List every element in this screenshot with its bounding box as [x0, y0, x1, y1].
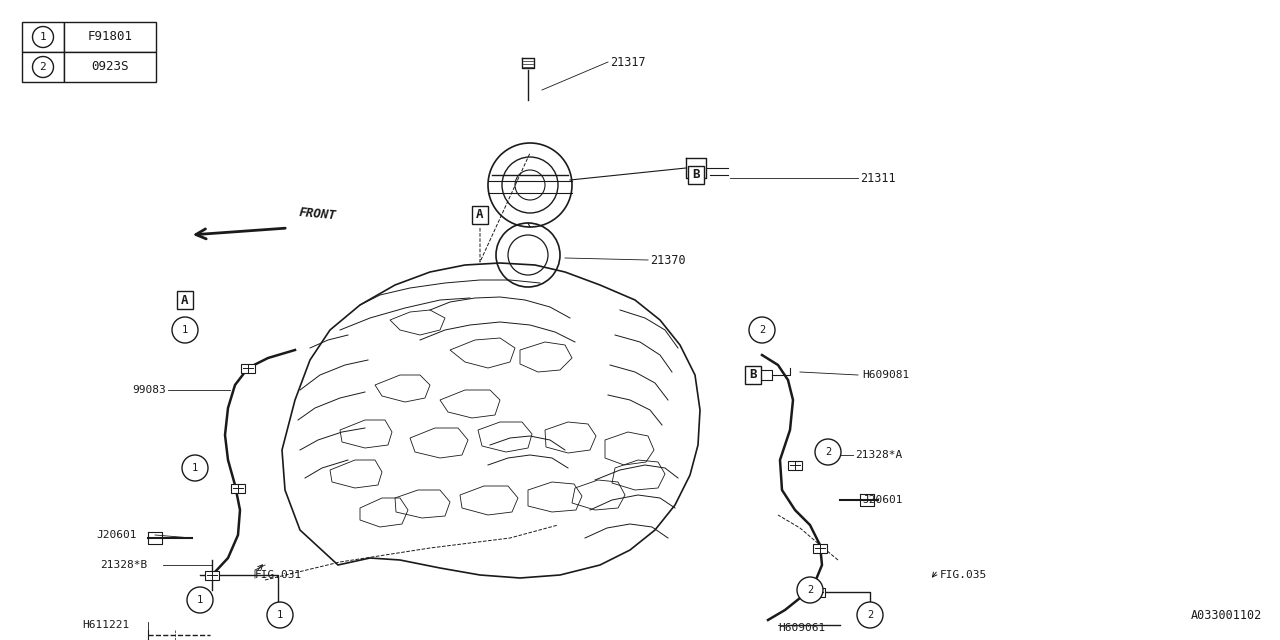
Bar [788, 461, 803, 470]
Text: 2: 2 [40, 62, 46, 72]
Bar [205, 570, 219, 579]
Text: 21317: 21317 [611, 56, 645, 68]
Bar [863, 611, 877, 620]
Text: 2: 2 [759, 325, 765, 335]
Circle shape [858, 602, 883, 628]
Text: 1: 1 [40, 32, 46, 42]
Text: 21311: 21311 [860, 172, 896, 184]
Bar [177, 291, 193, 309]
Text: H609081: H609081 [861, 370, 909, 380]
Polygon shape [282, 263, 700, 578]
Bar [812, 588, 826, 596]
Text: 99083: 99083 [132, 385, 165, 395]
Text: F91801: F91801 [88, 31, 133, 44]
Text: FRONT: FRONT [298, 206, 337, 222]
Text: H611221: H611221 [82, 620, 129, 630]
Text: 2: 2 [806, 585, 813, 595]
Text: J20601: J20601 [96, 530, 137, 540]
Bar [745, 366, 760, 384]
Text: 21328*B: 21328*B [100, 560, 147, 570]
Bar [22, 22, 64, 52]
Text: H609061: H609061 [778, 623, 826, 633]
Text: B: B [692, 168, 700, 182]
Text: FIG.031: FIG.031 [255, 570, 302, 580]
Bar [64, 52, 156, 82]
Text: 1: 1 [197, 595, 204, 605]
Circle shape [182, 455, 207, 481]
Text: A: A [476, 209, 484, 221]
Circle shape [187, 587, 212, 613]
Circle shape [268, 602, 293, 628]
Text: A: A [182, 294, 188, 307]
Text: A033001102: A033001102 [1190, 609, 1262, 622]
Bar [22, 52, 64, 82]
Circle shape [172, 317, 198, 343]
Text: 21328*A: 21328*A [855, 450, 902, 460]
Text: 2: 2 [867, 610, 873, 620]
Circle shape [815, 439, 841, 465]
Text: J20601: J20601 [861, 495, 902, 505]
Circle shape [749, 317, 774, 343]
Text: 1: 1 [192, 463, 198, 473]
Bar [230, 483, 244, 493]
Bar [813, 543, 827, 552]
Bar [689, 166, 704, 184]
Text: 0923S: 0923S [91, 61, 129, 74]
Text: 2: 2 [824, 447, 831, 457]
Bar [271, 609, 285, 618]
Text: 21370: 21370 [650, 253, 686, 266]
Circle shape [797, 577, 823, 603]
Text: 1: 1 [276, 610, 283, 620]
Bar [472, 206, 488, 224]
Text: FIG.035: FIG.035 [940, 570, 987, 580]
Bar [64, 22, 156, 52]
Bar [241, 364, 255, 372]
Text: 1: 1 [182, 325, 188, 335]
Text: B: B [749, 369, 756, 381]
